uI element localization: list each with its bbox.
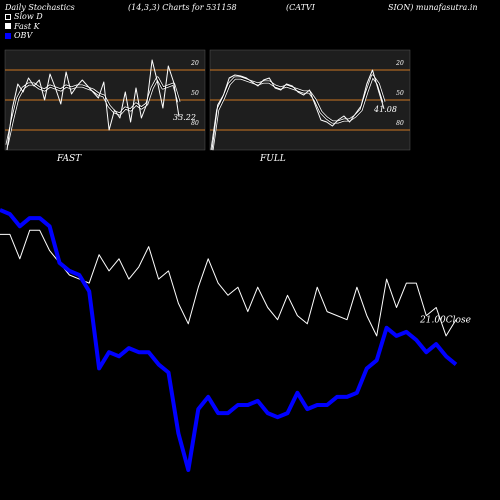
fast-slow-d-line <box>6 77 180 146</box>
full-slow-d-line <box>211 75 385 151</box>
legend-label-obv: OBV <box>14 31 33 40</box>
fast-ytick-80: 20 <box>190 60 199 67</box>
full-ytick-50: 50 <box>396 90 404 97</box>
chart-header-title: Daily Stochastics <box>5 3 75 12</box>
legend-swatch-slow-d <box>5 13 11 20</box>
close-last-value-label: 21.00Close <box>419 316 471 326</box>
full-last-value-label: 41.08 <box>373 105 397 114</box>
full-panel-title: FULL <box>259 154 286 164</box>
fast-ytick-20: 80 <box>191 120 199 127</box>
fast-last-value-label: 33.22 <box>173 113 196 122</box>
fast-panel-title: FAST <box>56 154 82 164</box>
legend-swatch-fast-k <box>5 23 11 30</box>
full-ytick-80: 20 <box>395 60 404 67</box>
legend-item-obv: OBV <box>5 31 43 41</box>
close-price-line <box>0 229 457 337</box>
legend: Slow D Fast K OBV <box>5 12 43 41</box>
full-ytick-20: 80 <box>396 120 404 127</box>
obv-line <box>0 208 458 472</box>
chart-header-params: (14,3,3) Charts for 531158 <box>128 3 237 12</box>
chart-header-symbol-part2: SION) munafasutra.in <box>388 3 478 12</box>
legend-item-fast-k: Fast K <box>5 22 43 32</box>
legend-item-slow-d: Slow D <box>5 12 43 22</box>
legend-swatch-obv <box>5 32 11 39</box>
fast-fast-k-line <box>6 59 180 151</box>
full-fast-k-line <box>211 69 385 151</box>
legend-label-slow-d: Slow D <box>14 12 43 21</box>
chart-header-symbol-part1: (CATVI <box>286 3 315 12</box>
legend-label-fast-k: Fast K <box>14 21 40 31</box>
fast-ytick-50: 50 <box>191 90 199 97</box>
